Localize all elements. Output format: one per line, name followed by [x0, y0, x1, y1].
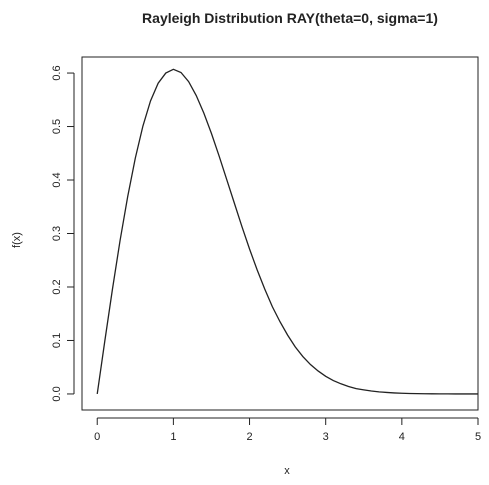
x-tick-label: 5: [475, 431, 481, 443]
x-tick-label: 2: [246, 431, 252, 443]
density-curve: [96, 68, 478, 395]
y-tick-label: 0.3: [51, 226, 63, 241]
chart-title: Rayleigh Distribution RAY(theta=0, sigma…: [142, 10, 438, 26]
x-tick-label: 1: [170, 431, 176, 443]
y-tick-label: 0.5: [51, 119, 63, 134]
y-tick-label: 0.1: [51, 333, 63, 348]
y-tick-label: 0.4: [51, 172, 63, 187]
y-axis: 0.0 0.1 0.2 0.3 0.4 0.5 0.6: [51, 65, 75, 402]
x-axis-label: x: [284, 465, 290, 477]
y-tick-label: 0.0: [51, 386, 63, 401]
y-tick-label: 0.2: [51, 279, 63, 294]
x-axis: 0 1 2 3 4 5: [94, 417, 481, 443]
x-tick-label: 4: [399, 431, 405, 443]
y-tick-label: 0.6: [51, 65, 63, 80]
x-tick-label: 3: [323, 431, 329, 443]
x-tick-label: 0: [94, 431, 100, 443]
plot-frame: [81, 56, 479, 411]
y-axis-label: f(x): [11, 232, 23, 248]
